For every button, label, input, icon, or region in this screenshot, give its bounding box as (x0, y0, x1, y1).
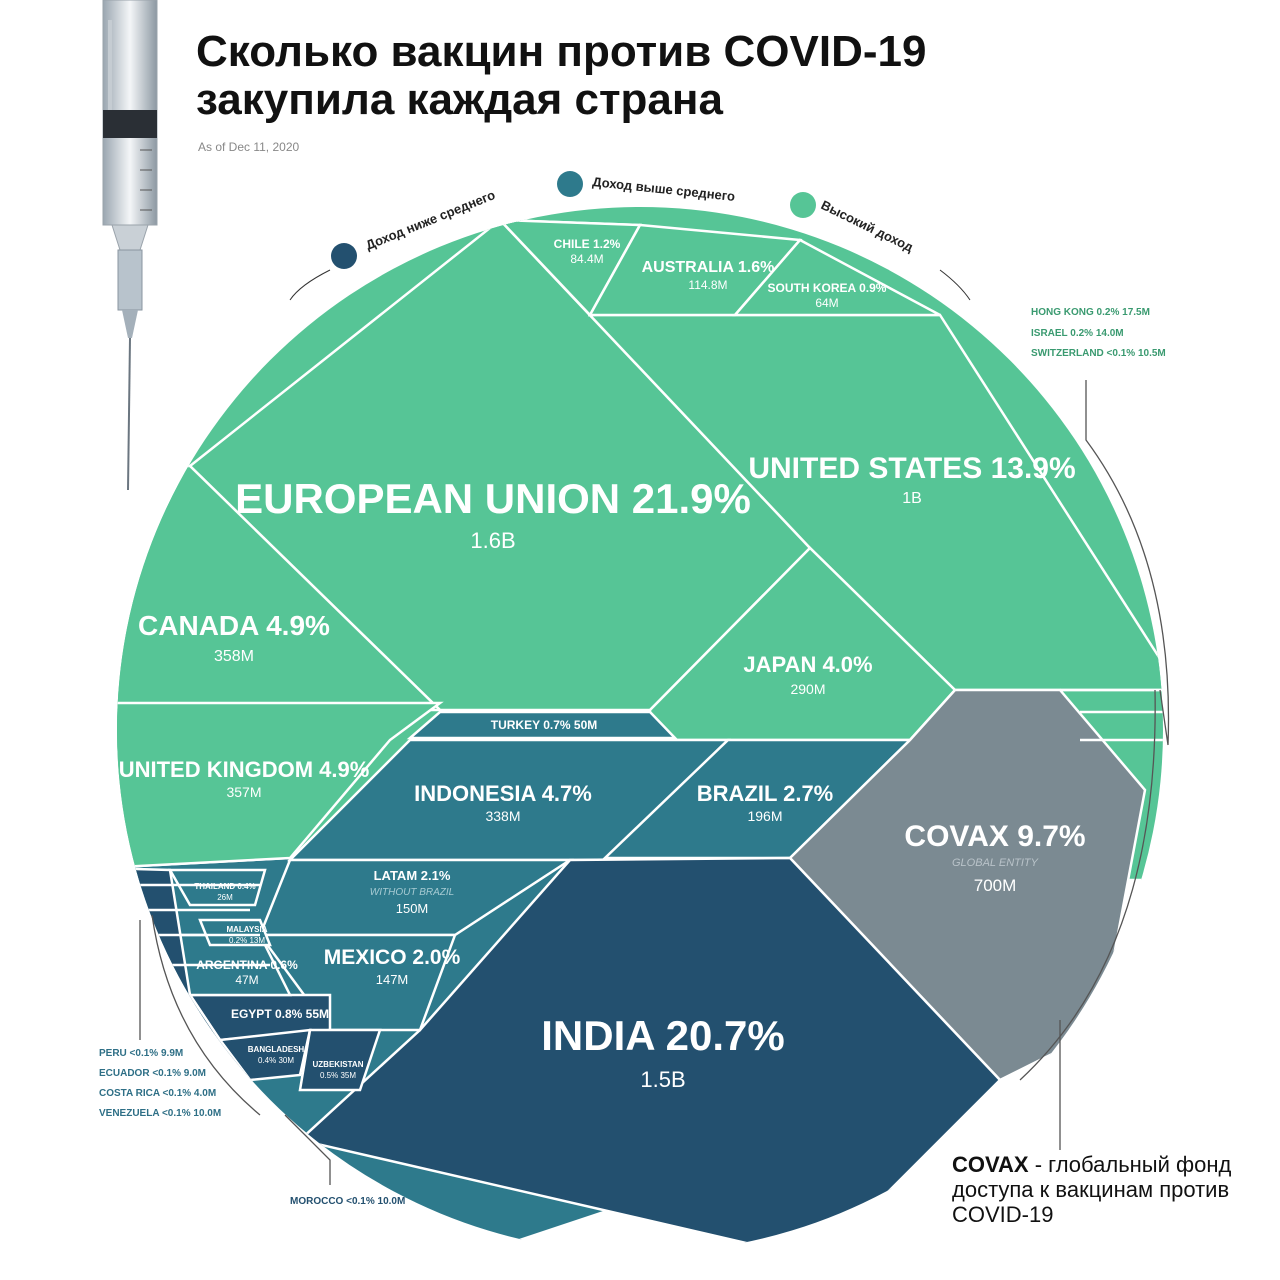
cell-thailand (167, 868, 267, 907)
label-india: INDIA 20.7% (541, 1012, 785, 1059)
coin-icon (331, 243, 357, 269)
value-south-korea: 64M (815, 296, 838, 310)
legend-arrow-left (289, 269, 331, 301)
cell-bangladesh (217, 1028, 312, 1082)
label-brazil: BRAZIL 2.7% (697, 781, 834, 806)
label-eu: EUROPEAN UNION 21.9% (235, 475, 751, 522)
covax-note-bold: COVAX (952, 1152, 1029, 1177)
legend-arrow-right (939, 269, 971, 301)
chart-title: Сколько вакцин против COVID-19 закупила … (196, 28, 1096, 124)
note-covax: GLOBAL ENTITY (952, 857, 1039, 869)
leader-lines (139, 380, 1170, 1185)
value-mexico: 147M (376, 972, 409, 987)
chart-title-line2: закупила каждая страна (196, 75, 723, 124)
note-latam: WITHOUT BRAZIL (370, 887, 454, 898)
label-peru: PERU <0.1% 9.9M (99, 1048, 183, 1059)
label-costa-rica: COSTA RICA <0.1% 4.0M (99, 1088, 216, 1099)
label-argentina: ARGENTINA 0.6% (196, 958, 298, 972)
value-covax: 700M (974, 876, 1017, 895)
value-argentina: 47M (235, 973, 258, 987)
value-uk: 357M (226, 784, 261, 800)
label-switzerland: SWITZERLAND <0.1% 10.5M (1031, 348, 1166, 359)
cell-south-korea (732, 238, 941, 317)
label-venezuela: VENEZUELA <0.1% 10.0M (99, 1108, 221, 1119)
value-usa: 1B (902, 490, 922, 507)
covax-note-text: - глобальный фонд доступа к вакцинам про… (952, 1152, 1232, 1227)
label-mexico: MEXICO 2.0% (324, 946, 461, 969)
label-australia: AUSTRALIA 1.6% (642, 259, 775, 276)
value-chile: 84.4M (570, 252, 603, 266)
label-uk: UNITED KINGDOM 4.9% (119, 757, 370, 782)
cell-uk (117, 701, 444, 870)
value-thailand: 26M (217, 893, 233, 902)
label-chile: CHILE 1.2% (554, 237, 621, 251)
chart-title-line1: Сколько вакцин против COVID-19 (196, 27, 927, 76)
label-usa: UNITED STATES 13.9% (748, 452, 1075, 485)
value-bangladesh: 0.4% 30M (258, 1056, 294, 1065)
label-japan: JAPAN 4.0% (743, 652, 872, 677)
label-latam: LATAM 2.1% (374, 868, 451, 883)
label-malaysia: MALAYSIA (226, 925, 267, 934)
treemap-cells (117, 207, 1163, 1253)
as-of-date: As of Dec 11, 2020 (198, 140, 300, 154)
label-canada: CANADA 4.9% (138, 610, 330, 641)
money-bag-icon (790, 192, 816, 218)
outside-labels: HONG KONG 0.2% 17.5M ISRAEL 0.2% 14.0M S… (99, 307, 1166, 1207)
label-thailand: THAILAND 0.4% (194, 882, 255, 891)
cell-turkey (406, 710, 678, 740)
label-turkey: TURKEY 0.7% 50M (491, 718, 597, 732)
cell-malaysia (198, 918, 272, 947)
label-covax: COVAX 9.7% (904, 820, 1085, 853)
legend-upper-middle: Доход выше среднего (592, 174, 736, 204)
label-bangladesh: BANGLADESH (248, 1045, 305, 1054)
value-eu: 1.6B (470, 528, 515, 553)
label-ecuador: ECUADOR <0.1% 9.0M (99, 1068, 206, 1079)
label-egypt: EGYPT 0.8% 55M (231, 1007, 329, 1021)
value-brazil: 196M (747, 808, 782, 824)
label-indonesia: INDONESIA 4.7% (414, 781, 592, 806)
value-latam: 150M (396, 901, 429, 916)
covax-note: COVAX - глобальный фонд доступа к вакцин… (952, 1152, 1272, 1227)
value-canada: 358M (214, 648, 254, 665)
coin-stack-icon (557, 171, 583, 197)
value-japan: 290M (790, 681, 825, 697)
value-malaysia: 0.2% 13M (229, 936, 265, 945)
label-israel: ISRAEL 0.2% 14.0M (1031, 328, 1124, 339)
label-south-korea: SOUTH KOREA 0.9% (768, 281, 887, 295)
value-australia: 114.8M (688, 278, 727, 292)
label-morocco: MOROCCO <0.1% 10.0M (290, 1196, 405, 1207)
value-uzbekistan: 0.5% 35M (320, 1071, 356, 1080)
label-hong-kong: HONG KONG 0.2% 17.5M (1031, 307, 1150, 318)
syringe-icon (102, 0, 158, 491)
value-india: 1.5B (640, 1067, 685, 1092)
value-indonesia: 338M (485, 808, 520, 824)
label-uzbekistan: UZBEKISTAN (313, 1060, 364, 1069)
cell-uzbekistan (298, 1028, 382, 1092)
